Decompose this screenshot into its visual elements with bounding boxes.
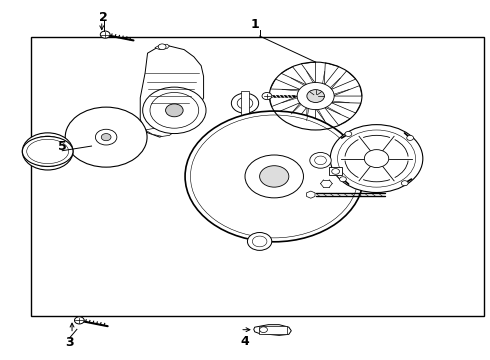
Circle shape xyxy=(150,93,199,128)
Circle shape xyxy=(83,120,129,154)
Polygon shape xyxy=(254,325,291,336)
Circle shape xyxy=(206,126,343,226)
Circle shape xyxy=(231,93,259,113)
Circle shape xyxy=(192,116,357,237)
Circle shape xyxy=(307,90,324,103)
Circle shape xyxy=(158,44,166,50)
Circle shape xyxy=(260,327,268,333)
Circle shape xyxy=(315,156,326,165)
Circle shape xyxy=(143,87,206,134)
Circle shape xyxy=(185,111,364,242)
Polygon shape xyxy=(333,86,362,96)
Circle shape xyxy=(237,98,253,109)
Circle shape xyxy=(262,93,272,100)
Circle shape xyxy=(220,137,328,216)
Circle shape xyxy=(247,233,272,250)
Circle shape xyxy=(96,129,117,145)
Circle shape xyxy=(191,115,358,238)
Circle shape xyxy=(407,135,414,140)
Circle shape xyxy=(74,113,138,161)
Polygon shape xyxy=(231,198,306,241)
Bar xyxy=(259,326,287,334)
Circle shape xyxy=(74,317,84,324)
Polygon shape xyxy=(145,127,174,136)
Circle shape xyxy=(201,123,347,230)
Circle shape xyxy=(345,131,352,136)
Ellipse shape xyxy=(23,136,73,166)
Circle shape xyxy=(27,136,69,167)
Circle shape xyxy=(68,109,144,165)
Circle shape xyxy=(80,118,132,157)
Circle shape xyxy=(252,236,267,247)
Circle shape xyxy=(310,153,331,168)
Text: 3: 3 xyxy=(65,336,74,349)
Bar xyxy=(241,91,249,116)
Polygon shape xyxy=(140,46,203,137)
Circle shape xyxy=(230,144,318,208)
Circle shape xyxy=(65,107,147,167)
Text: 4: 4 xyxy=(241,335,249,348)
Circle shape xyxy=(23,133,73,170)
Circle shape xyxy=(86,122,126,152)
Circle shape xyxy=(245,155,303,198)
Polygon shape xyxy=(316,109,330,130)
Polygon shape xyxy=(293,107,307,129)
Circle shape xyxy=(100,31,110,38)
Circle shape xyxy=(365,150,389,167)
Circle shape xyxy=(216,134,333,219)
Circle shape xyxy=(77,116,135,158)
Circle shape xyxy=(187,112,362,241)
Text: 2: 2 xyxy=(99,11,108,24)
Polygon shape xyxy=(155,44,170,50)
Bar xyxy=(30,37,484,316)
Circle shape xyxy=(297,82,334,110)
Polygon shape xyxy=(270,96,298,107)
Text: 5: 5 xyxy=(58,140,67,153)
Text: 1: 1 xyxy=(250,18,259,31)
Circle shape xyxy=(225,141,323,212)
Circle shape xyxy=(166,104,183,117)
Circle shape xyxy=(340,177,346,182)
Polygon shape xyxy=(330,71,356,90)
Circle shape xyxy=(211,130,338,223)
Polygon shape xyxy=(270,79,301,90)
Polygon shape xyxy=(324,107,350,125)
Circle shape xyxy=(101,134,111,141)
Polygon shape xyxy=(275,102,301,121)
Circle shape xyxy=(260,166,289,187)
Circle shape xyxy=(330,125,423,193)
Circle shape xyxy=(71,111,141,163)
Circle shape xyxy=(332,168,340,174)
Polygon shape xyxy=(330,102,361,113)
Circle shape xyxy=(196,119,352,234)
Polygon shape xyxy=(281,67,307,85)
Ellipse shape xyxy=(27,139,69,163)
Bar xyxy=(329,167,343,175)
Polygon shape xyxy=(301,62,316,84)
Polygon shape xyxy=(324,63,339,85)
Circle shape xyxy=(338,130,416,187)
Circle shape xyxy=(401,181,408,186)
